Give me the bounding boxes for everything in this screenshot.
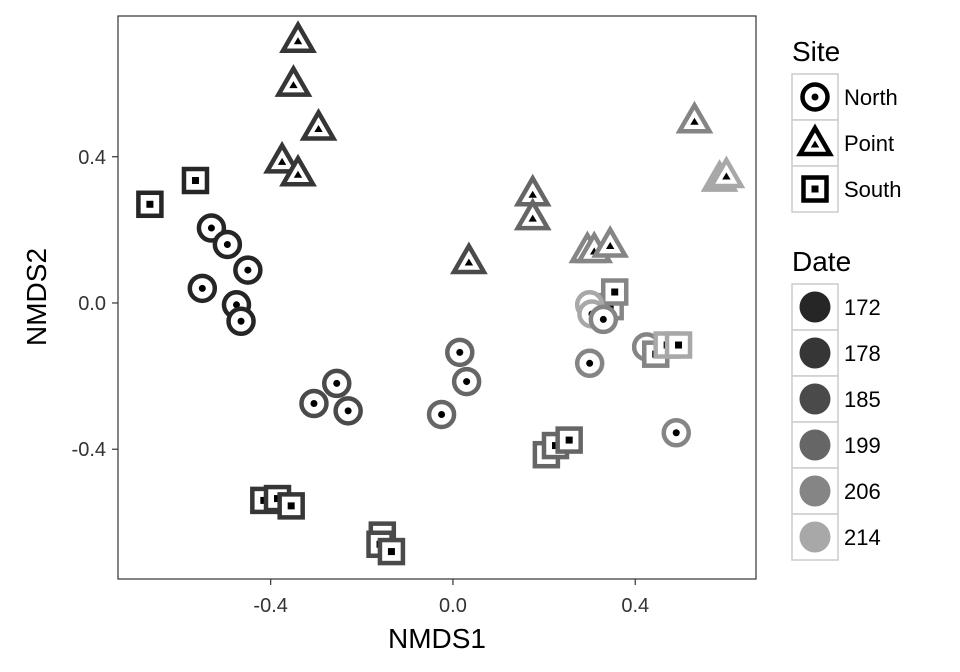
point-point-178-9 bbox=[274, 64, 313, 97]
point-point-178-11 bbox=[263, 140, 301, 174]
point-north-206-39 bbox=[574, 348, 605, 379]
legend-site-title: Site bbox=[792, 36, 840, 67]
point-north-206-40 bbox=[661, 418, 691, 448]
legend-date-swatch-199 bbox=[799, 429, 831, 461]
point-north-172-5 bbox=[226, 306, 256, 337]
points-layer bbox=[136, 20, 746, 566]
legend-date-label-199: 199 bbox=[844, 433, 881, 458]
point-north-172-3 bbox=[233, 255, 263, 285]
legend-site-label-point: Point bbox=[844, 131, 894, 156]
legend-date-label-178: 178 bbox=[844, 341, 881, 366]
point-point-206-33 bbox=[591, 224, 630, 258]
y-axis: -0.4 0.0 0.4 bbox=[72, 147, 118, 461]
legend-date-swatch-172 bbox=[799, 291, 831, 323]
point-south-172-7 bbox=[181, 166, 210, 195]
point-south-185-21 bbox=[377, 537, 406, 566]
point-north-185-14 bbox=[321, 368, 352, 399]
x-tick-label: 0.4 bbox=[621, 595, 649, 617]
legend-date-label-185: 185 bbox=[844, 387, 881, 412]
point-north-199-22 bbox=[445, 337, 475, 368]
y-tick-label: -0.4 bbox=[72, 439, 106, 461]
point-point-214-47 bbox=[707, 155, 746, 189]
legend-date-swatch-214 bbox=[799, 521, 831, 553]
legend-site-label-south: South bbox=[844, 177, 902, 202]
point-north-199-23 bbox=[451, 366, 482, 397]
point-north-199-24 bbox=[426, 399, 457, 430]
legend-date-swatch-206 bbox=[799, 475, 831, 507]
y-tick-label: 0.4 bbox=[78, 147, 106, 169]
point-south-178-18 bbox=[277, 492, 305, 520]
legend-date: Date 172 178 185 199 206 214 bbox=[791, 246, 881, 561]
point-point-185-25 bbox=[450, 241, 488, 275]
x-axis-title: NMDS1 bbox=[388, 623, 486, 654]
point-point-178-8 bbox=[279, 20, 317, 54]
point-point-178-10 bbox=[299, 108, 338, 141]
legend-date-swatch-185 bbox=[799, 383, 831, 415]
y-axis-title: NMDS2 bbox=[21, 248, 52, 346]
point-south-214-44 bbox=[664, 331, 693, 359]
legend-date-swatch-178 bbox=[799, 337, 831, 369]
legend-site: Site North Point South bbox=[791, 36, 902, 213]
point-north-206-38 bbox=[588, 304, 619, 335]
x-axis: -0.4 0.0 0.4 bbox=[253, 579, 649, 617]
point-point-206-45 bbox=[675, 100, 714, 134]
x-tick-label: -0.4 bbox=[253, 595, 287, 617]
point-south-206-35 bbox=[600, 278, 629, 306]
point-south-199-30 bbox=[555, 426, 583, 454]
legend-date-label-206: 206 bbox=[844, 479, 881, 504]
point-north-172-0 bbox=[187, 273, 218, 304]
legend-square-icon bbox=[801, 175, 829, 203]
legend-triangle-icon bbox=[796, 123, 834, 157]
point-north-185-13 bbox=[299, 388, 329, 419]
point-south-172-6 bbox=[136, 190, 164, 219]
legend-date-label-172: 172 bbox=[844, 295, 881, 320]
legend-site-label-north: North bbox=[844, 85, 898, 110]
point-north-185-15 bbox=[333, 396, 363, 426]
y-tick-label: 0.0 bbox=[78, 293, 106, 315]
point-north-172-1 bbox=[196, 213, 227, 243]
x-tick-label: 0.0 bbox=[439, 595, 467, 617]
point-north-172-2 bbox=[212, 229, 243, 260]
legend-circle-icon bbox=[800, 82, 830, 112]
point-point-199-27 bbox=[513, 197, 552, 231]
point-point-178-12 bbox=[279, 153, 317, 187]
legend-date-title: Date bbox=[792, 246, 851, 277]
legend-date-label-214: 214 bbox=[844, 525, 881, 550]
